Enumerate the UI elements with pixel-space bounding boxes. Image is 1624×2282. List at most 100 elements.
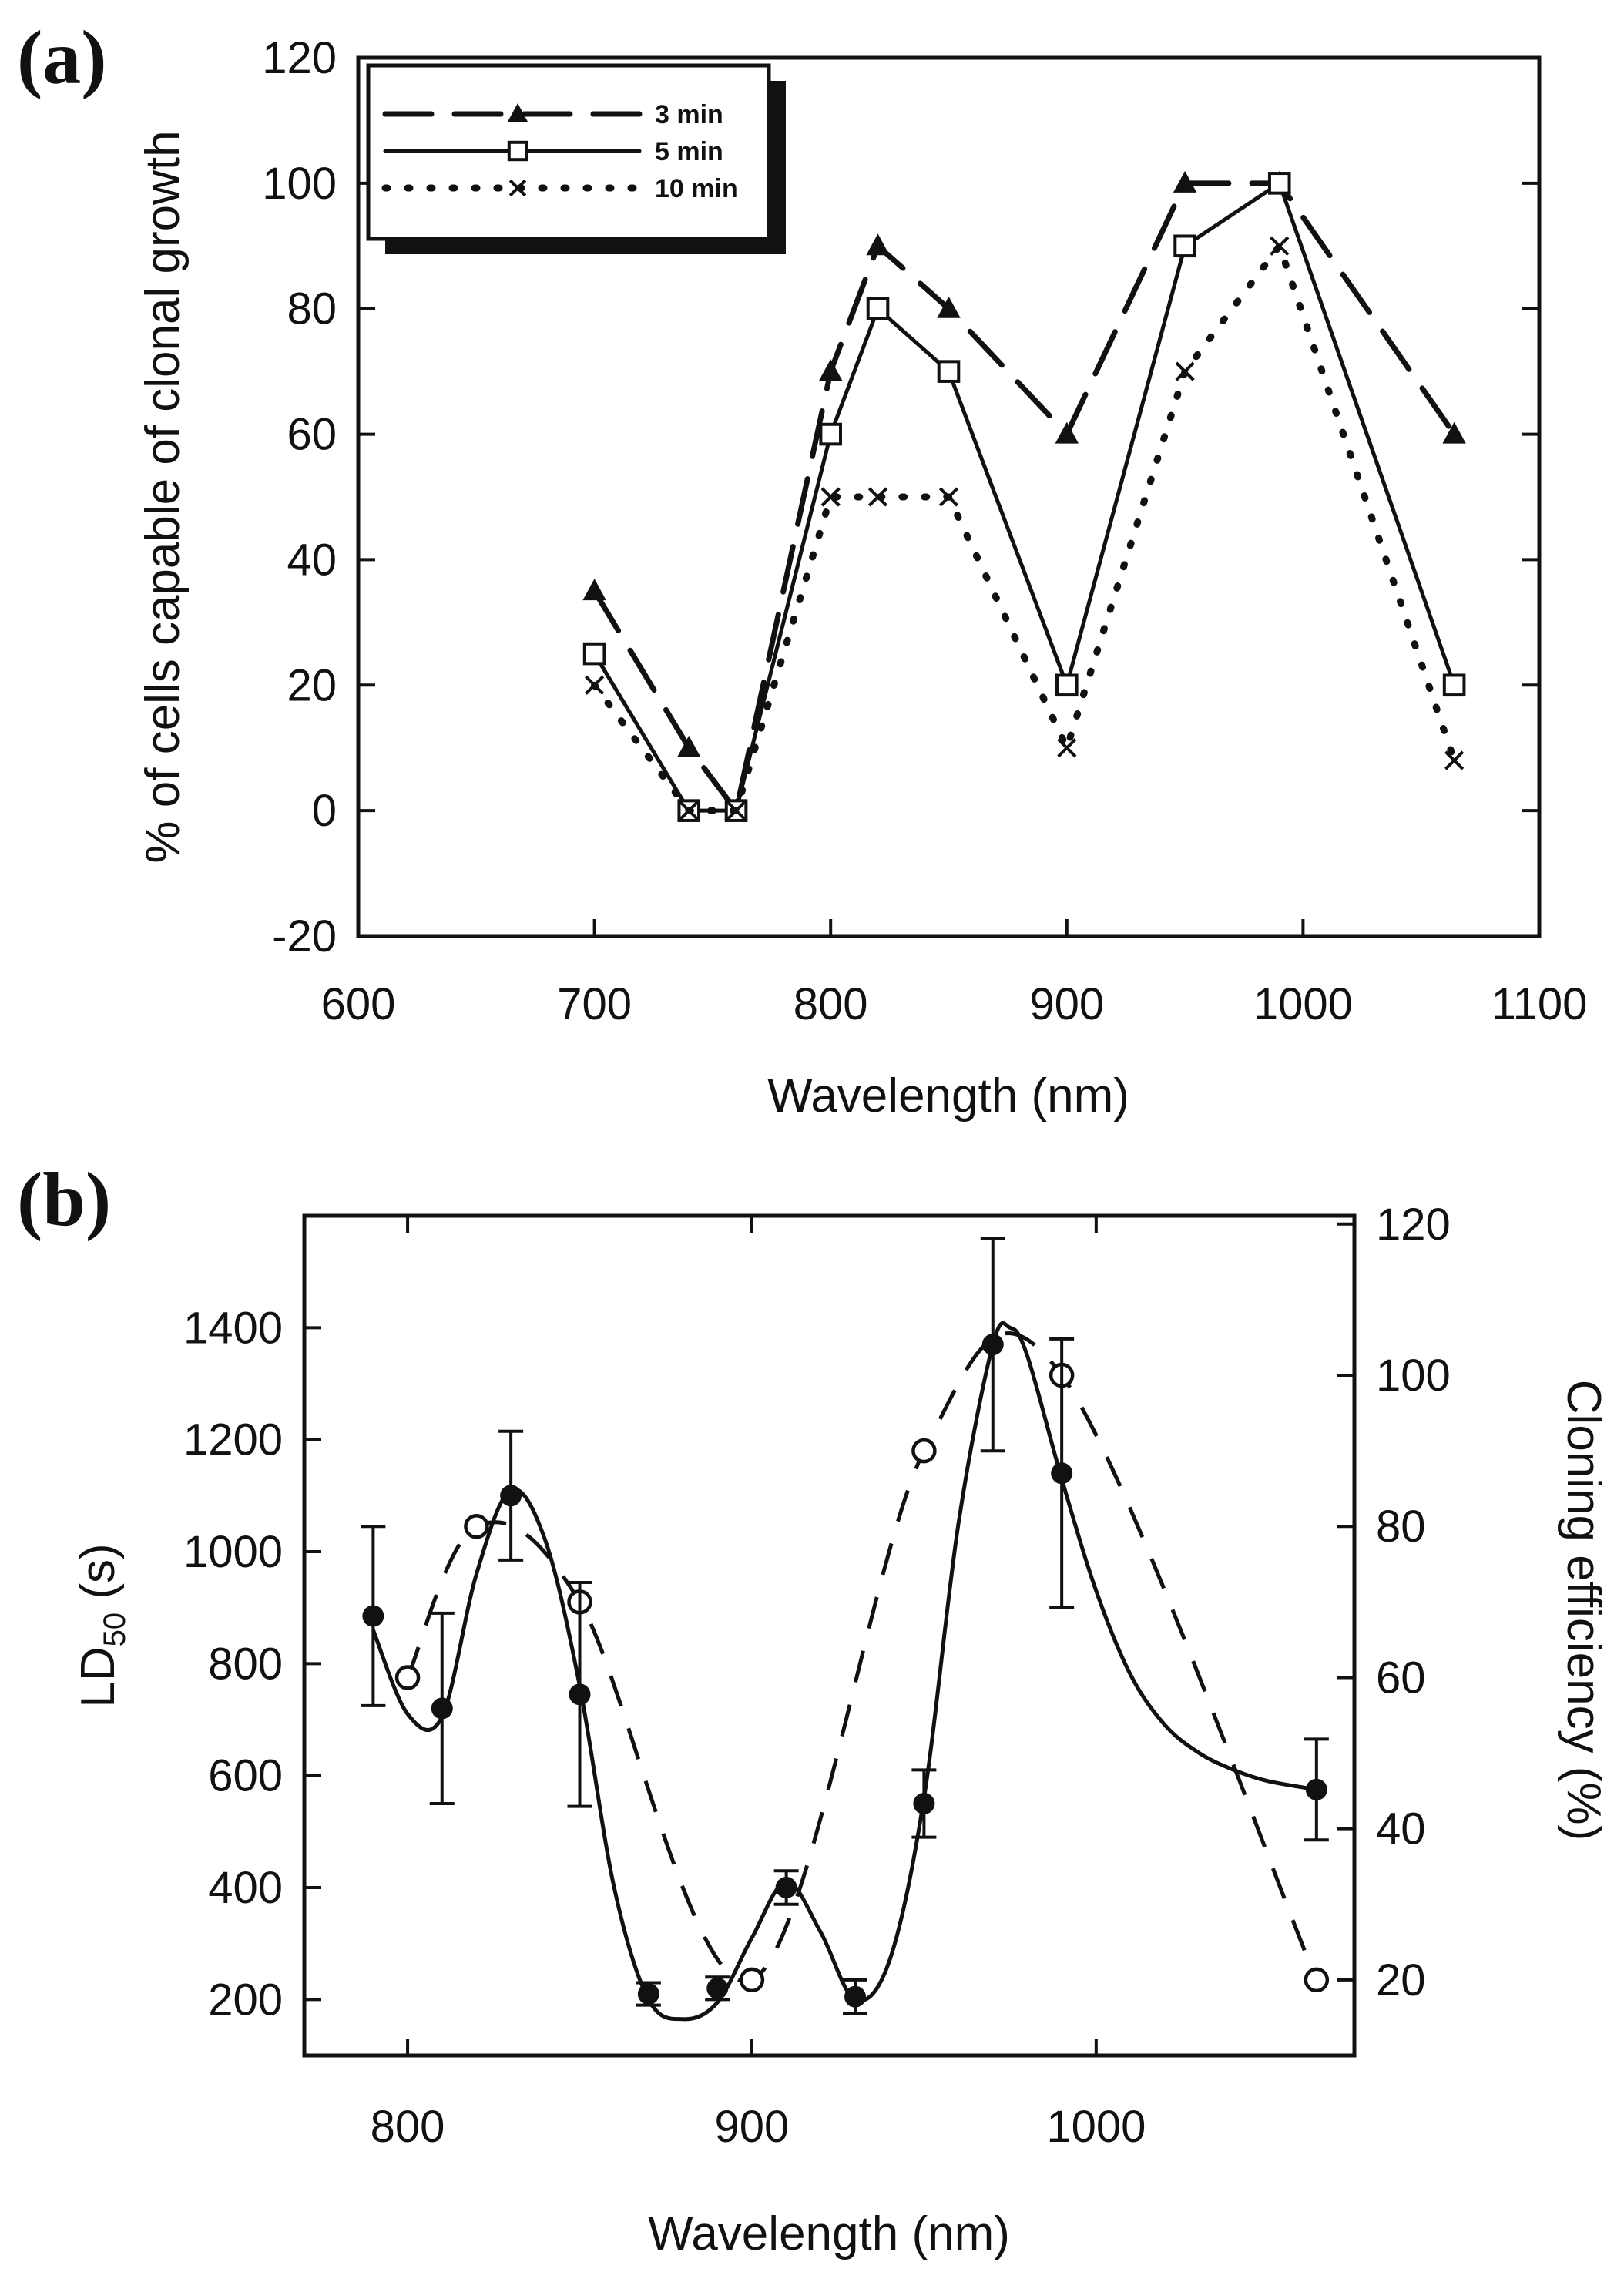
data-point: [819, 359, 843, 381]
panel-b-x-ticks: 800 900 1000: [371, 1216, 1146, 2152]
series-line: [405, 1331, 1319, 1984]
data-point: [937, 296, 961, 318]
x-tick-label: 1000: [1046, 2102, 1146, 2152]
data-point: [937, 360, 961, 383]
panel-a-y-axis-label: % of cells capable of clonal growth: [136, 130, 190, 863]
data-point: [913, 1793, 935, 1814]
data-point: [394, 1665, 421, 1690]
data-point: [1173, 234, 1196, 258]
data-point: [866, 233, 890, 256]
series-cloning-efficiency: [394, 1331, 1330, 1993]
data-point-stroke-2: [1057, 738, 1077, 758]
panel-b-left-y-axis-label: LD50 (s): [72, 1543, 132, 1707]
data-point: [582, 579, 606, 601]
data-point: [637, 1983, 659, 2005]
y-tick-label: -20: [272, 911, 337, 961]
legend-marker: [508, 179, 527, 197]
left-y-tick-label: 1400: [183, 1303, 283, 1353]
data-point: [819, 422, 843, 446]
panel-a-label: (a): [17, 15, 107, 100]
panel-a: (a) 600 700 800 900 1000 1100 -20 0 20 40 60 80 100…: [17, 15, 1587, 1123]
series-line: [591, 242, 1458, 814]
data-point-stroke-2: [584, 675, 605, 695]
panel-a-plot-frame: [356, 55, 1542, 938]
data-point: [1055, 673, 1079, 697]
y-tick-label: 60: [287, 410, 337, 460]
data-point: [867, 487, 888, 507]
data-point-stroke-2: [726, 800, 747, 821]
data-point: [1267, 172, 1291, 195]
left-y-tick-label: 600: [208, 1751, 283, 1801]
left-y-tick-label: 200: [208, 1975, 283, 2025]
legend-entry-10-min: 10 min: [381, 174, 738, 203]
panel-b: (b) 800 900 1000 200400600800100012001400 …: [17, 1156, 1610, 2260]
data-point: [362, 1605, 384, 1627]
data-point-stroke-2: [679, 800, 699, 821]
panel-a-y-ticks: -20 0 20 40 60 80 100 120: [262, 33, 1539, 961]
data-point: [981, 1334, 1004, 1356]
series-3-min: [582, 170, 1466, 821]
data-point: [1442, 673, 1466, 697]
panel-b-right-y-axis-label: Cloning efficiency (%): [1557, 1380, 1610, 1841]
x-tick-label: 1100: [1491, 979, 1588, 1029]
panel-b-x-axis-label: Wavelength (nm): [648, 2207, 1010, 2260]
data-point: [866, 297, 890, 320]
data-point: [679, 800, 699, 821]
data-point: [726, 800, 747, 821]
left-y-tick-label: 400: [208, 1863, 283, 1913]
right-y-tick-label: 60: [1376, 1653, 1426, 1703]
series-line: [592, 180, 1458, 814]
data-point: [1055, 421, 1079, 444]
legend-entry-5-min: 5 min: [383, 137, 723, 166]
legend-label: 5 min: [655, 137, 723, 166]
data-point: [938, 487, 959, 507]
x-tick-label: 1000: [1253, 979, 1353, 1029]
data-point: [1444, 750, 1465, 770]
x-tick-label: 600: [321, 979, 396, 1029]
data-point-stroke-2: [1444, 750, 1465, 770]
panel-b-series: [361, 1237, 1330, 2022]
left-y-tick-label: 1200: [183, 1415, 283, 1465]
legend-label: 3 min: [655, 100, 723, 129]
data-point-stroke-2: [1175, 361, 1195, 381]
y-tick-label: 120: [262, 33, 337, 83]
series-ld50: [361, 1237, 1329, 2022]
data-point: [844, 1985, 867, 2008]
data-point: [1305, 1778, 1327, 1800]
x-tick-label: 700: [557, 979, 632, 1029]
right-y-tick-label: 120: [1376, 1200, 1451, 1250]
legend-marker-stroke-2: [508, 179, 527, 197]
panel-a-legend: 3 min 5 min 10 min: [366, 63, 786, 254]
y-tick-label: 40: [287, 535, 337, 585]
data-point: [1304, 1967, 1330, 1993]
data-point: [1051, 1462, 1073, 1485]
data-point: [431, 1697, 453, 1720]
x-tick-label: 800: [371, 2102, 445, 2152]
data-point: [1442, 421, 1466, 444]
right-y-tick-label: 40: [1376, 1804, 1426, 1854]
data-point: [1057, 738, 1077, 758]
data-point: [569, 1683, 591, 1706]
panel-b-plot-frame: [302, 1213, 1357, 2058]
x-tick-label: 800: [794, 979, 868, 1029]
data-point: [820, 487, 841, 507]
left-y-tick-label: 800: [208, 1639, 283, 1689]
data-point-stroke-2: [938, 487, 959, 507]
series-5-min: [582, 172, 1466, 822]
series-line: [592, 181, 1457, 813]
right-y-tick-label: 100: [1376, 1351, 1451, 1401]
data-point: [775, 1877, 797, 1898]
data-point: [1175, 361, 1195, 381]
y-tick-label: 20: [287, 660, 337, 710]
y-tick-label: 100: [262, 159, 337, 209]
legend-entry-3-min: 3 min: [382, 100, 723, 129]
panel-b-left-y-ticks: 200 400 600 800 1000 1200 1400: [183, 1303, 321, 2025]
fit-curve: [371, 1321, 1317, 2022]
data-point-stroke-2: [820, 487, 841, 507]
data-point: [584, 675, 605, 695]
data-point-stroke-2: [867, 487, 888, 507]
data-point: [500, 1485, 522, 1507]
legend-marker: [507, 103, 528, 122]
data-point: [1173, 170, 1197, 193]
